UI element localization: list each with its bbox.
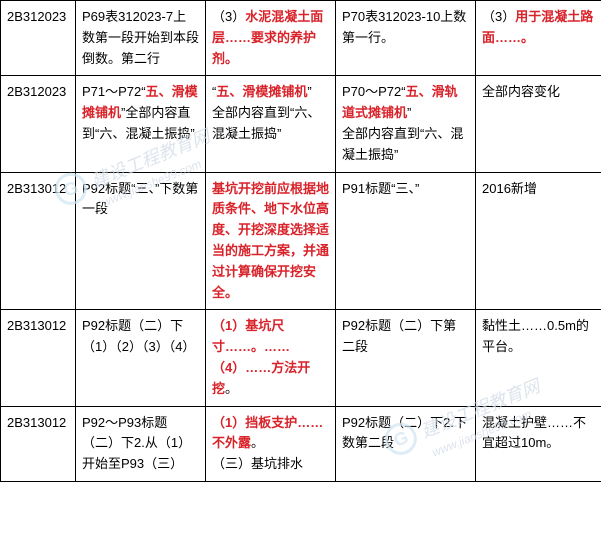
content-cell-1: P69表312023-7上数第一段开始到本段倒数。第二行 xyxy=(76,1,206,76)
content-cell-1: P92标题（二）下（1）（2）（3）（4） xyxy=(76,310,206,406)
code-cell: 2B312023 xyxy=(1,76,76,172)
content-cell-3: P70～P72“五、滑轨道式摊铺机”全部内容直到“六、混凝土振捣” xyxy=(336,76,476,172)
content-cell-2: “五、滑模摊铺机”全部内容直到“六、混凝土振捣” xyxy=(206,76,336,172)
content-cell-2: （1）基坑尺寸……。……（4）……方法开挖。 xyxy=(206,310,336,406)
content-cell-2: 基坑开挖前应根据地质条件、地下水位高度、开挖深度选择适当的施工方案，并通过计算确… xyxy=(206,172,336,310)
content-cell-4: （3）用于混凝土路面……。 xyxy=(476,1,601,76)
content-cell-2: （3）水泥混凝土面层……要求的养护剂。 xyxy=(206,1,336,76)
content-cell-1: P92～P93标题（二）下2.从（1）开始至P93（三） xyxy=(76,406,206,481)
code-cell: 2B313012 xyxy=(1,310,76,406)
code-cell: 2B312023 xyxy=(1,1,76,76)
content-cell-4: 2016新增 xyxy=(476,172,601,310)
content-cell-3: P91标题“三、” xyxy=(336,172,476,310)
content-cell-3: P70表312023-10上数第一行。 xyxy=(336,1,476,76)
content-cell-4: 全部内容变化 xyxy=(476,76,601,172)
code-cell: 2B313012 xyxy=(1,406,76,481)
table-row: 2B312023P69表312023-7上数第一段开始到本段倒数。第二行（3）水… xyxy=(1,1,601,76)
content-cell-3: P92标题（二）下第二段 xyxy=(336,310,476,406)
content-cell-2: （1）挡板支护……不外露。（三）基坑排水 xyxy=(206,406,336,481)
table-row: 2B312023P71～P72“五、滑模摊铺机”全部内容直到“六、混凝土振捣”“… xyxy=(1,76,601,172)
